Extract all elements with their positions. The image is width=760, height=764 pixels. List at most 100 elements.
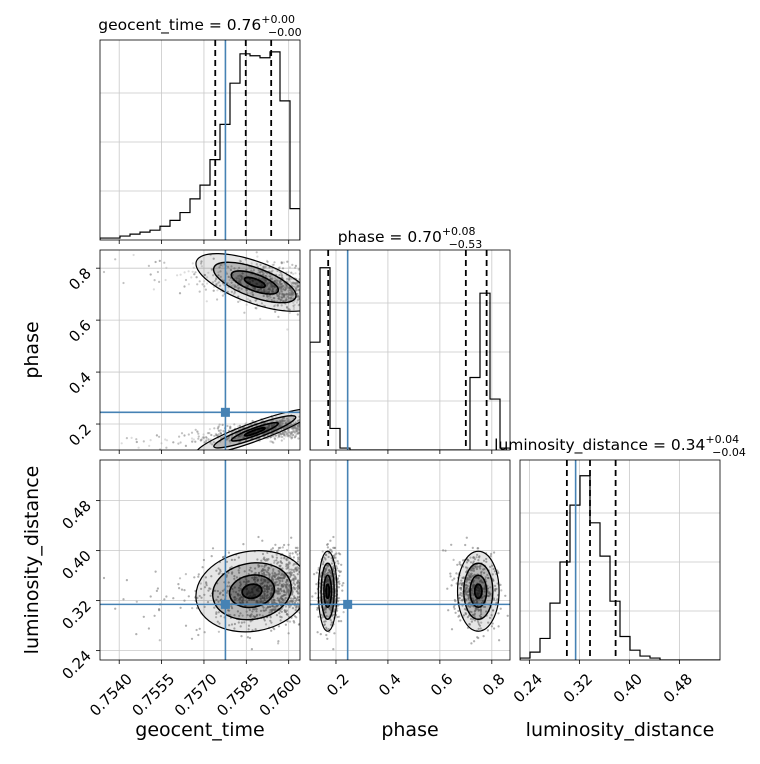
scatter-point bbox=[122, 282, 124, 284]
scatter-point bbox=[292, 434, 294, 436]
scatter-point bbox=[251, 648, 253, 650]
scatter-point bbox=[292, 552, 294, 554]
panel-content bbox=[100, 40, 300, 240]
scatter-point bbox=[188, 433, 190, 435]
scatter-point bbox=[150, 439, 152, 441]
scatter-point bbox=[126, 437, 128, 439]
scatter-point bbox=[178, 436, 180, 438]
scatter-point bbox=[196, 431, 198, 433]
scatter-point bbox=[290, 432, 292, 434]
scatter-point bbox=[294, 432, 296, 434]
scatter-point bbox=[103, 271, 105, 273]
scatter-point bbox=[195, 429, 197, 431]
scatter-point bbox=[121, 442, 123, 444]
scatter-point bbox=[138, 447, 140, 449]
scatter-point bbox=[156, 434, 158, 436]
scatter-point bbox=[185, 445, 187, 447]
scatter-point bbox=[133, 254, 135, 256]
scatter-point bbox=[192, 262, 194, 264]
scatter-point bbox=[289, 312, 291, 314]
scatter-point bbox=[226, 425, 228, 427]
scatter-point bbox=[197, 438, 199, 440]
scatter-point bbox=[194, 441, 196, 443]
scatter-point bbox=[228, 552, 230, 554]
scatter-point bbox=[220, 429, 222, 431]
scatter-point bbox=[213, 435, 215, 437]
scatter-point bbox=[154, 615, 156, 617]
scatter-point bbox=[294, 436, 296, 438]
scatter-point bbox=[286, 549, 288, 551]
scatter-point bbox=[191, 638, 193, 640]
scatter-point bbox=[222, 295, 224, 297]
scatter-point bbox=[243, 312, 245, 314]
scatter-point bbox=[135, 438, 137, 440]
scatter-point bbox=[194, 271, 196, 273]
scatter-point bbox=[155, 261, 157, 263]
panel-content bbox=[100, 460, 315, 660]
scatter-point bbox=[274, 544, 276, 546]
scatter-point bbox=[255, 307, 257, 309]
scatter-point bbox=[212, 547, 214, 549]
scatter-point bbox=[210, 434, 212, 436]
scatter-point bbox=[198, 435, 200, 437]
scatter-point bbox=[223, 430, 225, 432]
scatter-point bbox=[287, 271, 289, 273]
scatter-point bbox=[281, 261, 283, 263]
scatter-point bbox=[296, 428, 298, 430]
scatter-point bbox=[181, 432, 183, 434]
scatter-point bbox=[159, 260, 161, 262]
scatter-point bbox=[273, 628, 275, 630]
truth-marker bbox=[221, 408, 230, 417]
scatter-point bbox=[283, 544, 285, 546]
scatter-point bbox=[199, 291, 201, 293]
scatter-point bbox=[229, 426, 231, 428]
scatter-point bbox=[206, 282, 208, 284]
scatter-point bbox=[199, 280, 201, 282]
scatter-point bbox=[290, 537, 292, 539]
scatter-point bbox=[294, 272, 296, 274]
scatter-point bbox=[297, 437, 299, 439]
scatter-point bbox=[188, 283, 190, 285]
scatter-point bbox=[198, 573, 200, 575]
scatter-point bbox=[219, 424, 221, 426]
scatter-point bbox=[222, 424, 224, 426]
scatter-point bbox=[204, 441, 206, 443]
scatter-point bbox=[289, 266, 291, 268]
panel-1-1-histogram bbox=[310, 250, 510, 454]
scatter-point bbox=[297, 432, 299, 434]
scatter-point bbox=[278, 267, 280, 269]
scatter-point bbox=[282, 267, 284, 269]
scatter-point bbox=[177, 443, 179, 445]
scatter-point bbox=[209, 428, 211, 430]
scatter-point bbox=[191, 441, 193, 443]
panel-0-0-histogram bbox=[100, 40, 300, 244]
scatter-point bbox=[197, 576, 199, 578]
scatter-point bbox=[216, 298, 218, 300]
scatter-point bbox=[218, 430, 220, 432]
scatter-point bbox=[202, 566, 204, 568]
scatter-point bbox=[126, 579, 128, 581]
scatter-point bbox=[202, 433, 204, 435]
scatter-point bbox=[286, 261, 288, 263]
scatter-point bbox=[211, 555, 213, 557]
scatter-point bbox=[277, 642, 279, 644]
scatter-point bbox=[205, 439, 207, 441]
scatter-point bbox=[267, 261, 269, 263]
histogram-geocent_time bbox=[100, 52, 300, 240]
scatter-point bbox=[293, 620, 295, 622]
scatter-point bbox=[191, 607, 193, 609]
scatter-point bbox=[148, 265, 150, 267]
scatter-point bbox=[278, 435, 280, 437]
panel-1-0-2d bbox=[96, 242, 320, 462]
scatter-point bbox=[281, 436, 283, 438]
scatter-point bbox=[291, 264, 293, 266]
panel-frame bbox=[100, 40, 300, 240]
scatter-point bbox=[283, 261, 285, 263]
scatter-point bbox=[206, 300, 208, 302]
scatter-point bbox=[188, 595, 190, 597]
panel-2-0-2d bbox=[96, 460, 315, 664]
scatter-point bbox=[180, 441, 182, 443]
scatter-point bbox=[290, 272, 292, 274]
